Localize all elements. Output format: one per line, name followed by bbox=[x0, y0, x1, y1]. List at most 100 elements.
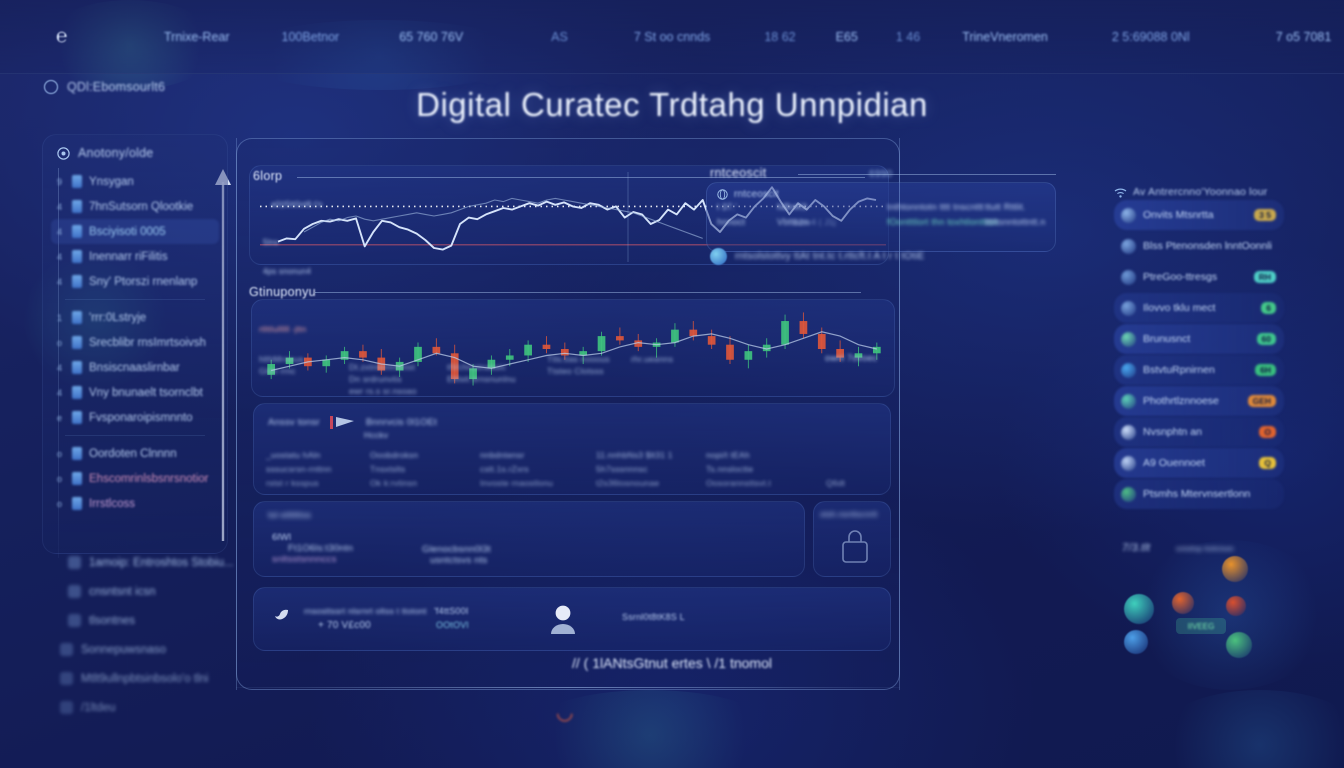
sidebar-header[interactable]: Anotony/olde bbox=[43, 135, 227, 169]
sidebar-item-8[interactable]: 4 Vny bnunaelt tsornclbt bbox=[51, 380, 219, 405]
coin-blue-icon[interactable] bbox=[1124, 630, 1148, 654]
bottom-card-line4: OOtOVl bbox=[436, 620, 469, 630]
sidebar-item-label: Ehscomrinlsbsnrsnotior bbox=[89, 472, 209, 485]
right-list-item-2[interactable]: PtreGoo-ttresgs RH bbox=[1114, 262, 1284, 292]
right-list-item-8[interactable]: A9 Ouennoet Q bbox=[1114, 448, 1284, 478]
candle-body bbox=[781, 321, 789, 345]
right-list-item-0[interactable]: Onvits Mtsnrtta 3 5 bbox=[1114, 200, 1284, 230]
candle-body bbox=[322, 359, 331, 367]
person-avatar-icon[interactable] bbox=[550, 604, 576, 634]
candlestick-panel[interactable] bbox=[251, 299, 895, 397]
sidebar-item-6[interactable]: o Srecblibr rnsImrtsoivsh bbox=[51, 330, 219, 355]
scroll-up-arrow-icon[interactable] bbox=[214, 166, 232, 541]
summary-card-col1: 6lWl Ft1O6ls:t30ntn snltsstsnnnccs bbox=[272, 532, 353, 565]
right-list-item-3[interactable]: Ilovvo tklu mect 6 bbox=[1114, 293, 1284, 323]
ticker-item[interactable]: AS bbox=[551, 29, 568, 44]
table-row[interactable]: _uostatu hAln Ooobdroksn nnbdntensr 11.nnhb… bbox=[266, 450, 880, 464]
right-list-item-4[interactable]: Brunusnct 60 bbox=[1114, 324, 1284, 354]
candle-body bbox=[524, 344, 532, 356]
caret-orange-icon[interactable]: ◡ bbox=[556, 702, 574, 724]
table-cell: Ooobdroksn bbox=[370, 450, 419, 460]
chevron-down-icon: e bbox=[57, 412, 63, 423]
lower-left-item-0[interactable]: 1amoip: Entroshtos Stobiu... bbox=[46, 548, 236, 577]
info-card-heading: rntceoscit bbox=[710, 166, 767, 180]
coin-teal-icon[interactable] bbox=[1124, 594, 1154, 624]
lower-left-item-4[interactable]: Mtlt9ullnpbtsinbsolo'o tlni bbox=[46, 664, 236, 693]
grid-icon bbox=[60, 672, 73, 685]
right-list-item-label: Onvits Mtsnrtta bbox=[1143, 209, 1214, 221]
right-list-item-1[interactable]: Blss Ptenonsden lnntOonnli bbox=[1114, 231, 1284, 261]
table-cell: Q6dt bbox=[826, 478, 846, 488]
ticker-item[interactable]: 65 760 76V bbox=[399, 29, 464, 44]
cloud-icon bbox=[1121, 362, 1136, 378]
lower-left-item-2[interactable]: tlsontnes bbox=[46, 606, 236, 635]
data-grid-panel[interactable]: Anssv tonsr Bnnrvcis 0l1OEt Hcckv _uosta… bbox=[253, 403, 891, 495]
candle-body bbox=[579, 351, 588, 356]
summary-card[interactable]: tsl-sttttttss 6lWl Ft1O6ls:t30ntn snltss… bbox=[253, 501, 805, 577]
chevron-down-icon: 4 bbox=[57, 251, 63, 262]
lower-left-item-1[interactable]: cnsntsnt icsn bbox=[46, 577, 236, 606]
sidebar-item-3[interactable]: 4 Inennarr riFilitis bbox=[51, 244, 219, 269]
sidebar-item-0[interactable]: 9 Ynsygan bbox=[51, 169, 219, 194]
info-card[interactable]: rntceoscit l 37.' hlBnK9 tnthtonntotn tttt… bbox=[706, 182, 1056, 252]
ticker-item[interactable]: 1 46 bbox=[895, 29, 921, 44]
ticker-item[interactable]: 7 o5 7081 bbox=[1275, 29, 1332, 44]
main-frame-right-edge bbox=[899, 138, 900, 690]
coin-orange-small-icon[interactable] bbox=[1172, 592, 1194, 614]
lower-left-item-3[interactable]: Sonnepuwsnaso bbox=[46, 635, 236, 664]
right-list-item-6[interactable]: Phothrtlznnoese GEH bbox=[1114, 386, 1284, 416]
right-list-item-badge: RH bbox=[1253, 271, 1276, 283]
candlestick-legend: rtlttlullllll -jttn bbox=[259, 325, 307, 334]
bottom-card[interactable]: rnsosttssrt nlsrnrt oltss t ttotont + 70… bbox=[253, 587, 891, 651]
table-cell: Oosorannsttsvt.t bbox=[706, 478, 772, 488]
table-row[interactable]: sssucsrsn-rnttnn Tnsxtslts cstt.1s.rZxrs 5h… bbox=[266, 464, 880, 478]
sidebar-item-2[interactable]: 4 Bsciyisoti 0005 bbox=[51, 219, 219, 244]
ticker-item[interactable]: E65 bbox=[835, 29, 858, 44]
panel-icon bbox=[72, 175, 82, 188]
coin-green-icon[interactable] bbox=[1226, 632, 1252, 658]
coin-red-icon[interactable] bbox=[1226, 596, 1246, 616]
chevron-down-icon: 4 bbox=[57, 387, 63, 398]
sidebar-item-5[interactable]: 1 'rrr:0Lstryje bbox=[51, 305, 219, 330]
right-list-item-badge: 6 bbox=[1261, 302, 1276, 314]
right-list-item-7[interactable]: Nvsnphtn an O bbox=[1114, 417, 1284, 447]
right-list-item-label: Brunusnct bbox=[1143, 333, 1191, 345]
lock-card-label: otsh.nsnttscnrtt bbox=[820, 510, 878, 519]
ticker-item[interactable]: 7 St oo cnnds bbox=[633, 29, 711, 44]
coin-orange-icon[interactable] bbox=[1222, 556, 1248, 582]
right-list-item-9[interactable]: Ptsmhs Mtervnsertlonn bbox=[1114, 479, 1284, 509]
candle-body bbox=[634, 340, 643, 347]
summary-col2-line1: Glenocbsnn0l3t bbox=[422, 544, 491, 555]
logo-glyph-icon[interactable]: ℮ bbox=[56, 25, 68, 47]
candle-body bbox=[487, 359, 496, 369]
panel-icon bbox=[72, 225, 82, 238]
account-chip[interactable]: QDl:Ebomsourlt6 bbox=[44, 80, 165, 94]
lower-left-item-label: Sonnepuwsnaso bbox=[81, 643, 167, 656]
right-panel-header[interactable]: Av Antrercnno'Yoonnao lour bbox=[1114, 186, 1267, 198]
sidebar-item-12[interactable]: o Irrstlcoss bbox=[51, 491, 219, 516]
table-cell: Ok k:rvtinsn bbox=[370, 478, 418, 488]
cluster-chip[interactable]: IIVEEG bbox=[1176, 618, 1226, 634]
info-card-footer[interactable]: rntsolstottvy ttAt tnt.tc t.rttcft.t A t… bbox=[710, 243, 1054, 269]
ticker-list: Trnixe-Rear 100Betnor 65 760 76V AS 7 St oo … bbox=[78, 30, 1344, 44]
candle-body bbox=[671, 329, 679, 343]
panel-icon bbox=[72, 250, 82, 263]
sidebar-item-10[interactable]: o Oordoten Clnnnn bbox=[51, 441, 219, 466]
table-row[interactable]: rstst r ksspus Ok k:rvtinsn Invoste rnaost… bbox=[266, 478, 880, 492]
ticker-item[interactable]: 18 62 bbox=[764, 29, 796, 44]
ticker-item[interactable]: Trnixe-Rear bbox=[164, 29, 230, 44]
page-title: Digital Curatec Trdtahg Unnpidian bbox=[416, 86, 928, 123]
sidebar-item-4[interactable]: 4 Sny' Ptorszi rnenlanp bbox=[51, 269, 219, 294]
sidebar-item-9[interactable]: e Fvsponaroipismnnto bbox=[51, 405, 219, 430]
lock-card[interactable]: otsh.nsnttscnrtt bbox=[813, 501, 891, 577]
ticker-item[interactable]: 100Betnor bbox=[281, 29, 340, 44]
lower-left-item-5[interactable]: /1ltdeu bbox=[46, 693, 236, 722]
ticker-item[interactable]: 2 5:69088 0Nl bbox=[1111, 29, 1190, 44]
sidebar-item-7[interactable]: 4 Bnsiscnaaslirnbar bbox=[51, 355, 219, 380]
candle-caption-2: tIVchrrstnaasic Ettlstt srnsnunlnu bbox=[447, 361, 516, 385]
sidebar-item-11[interactable]: o Ehscomrinlsbsnrsnotior bbox=[51, 466, 219, 491]
ticker-item[interactable]: TrineVneromen bbox=[962, 29, 1048, 44]
candle-caption-line: rhr.ueanns bbox=[631, 354, 674, 364]
sidebar-item-1[interactable]: 4 7hnSutsorn Qlootkie bbox=[51, 194, 219, 219]
right-list-item-5[interactable]: BstvtuRpnirnen 6H bbox=[1114, 355, 1284, 385]
